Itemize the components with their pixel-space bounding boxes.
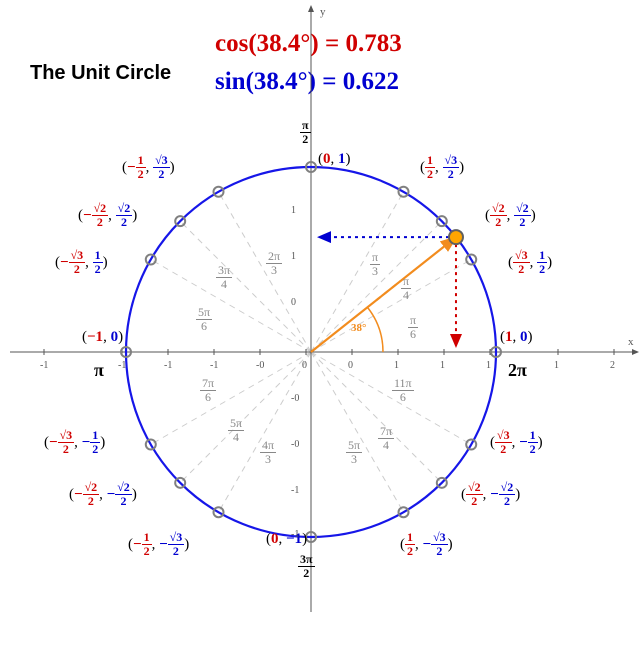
angle-label: 38°: [351, 322, 366, 334]
x-axis-label: x: [628, 336, 634, 348]
y-axis-label: y: [320, 6, 326, 18]
plot-svg: [0, 0, 644, 652]
unit-circle-diagram: The Unit Circle cos(38.4°) = 0.783 sin(3…: [0, 0, 644, 652]
